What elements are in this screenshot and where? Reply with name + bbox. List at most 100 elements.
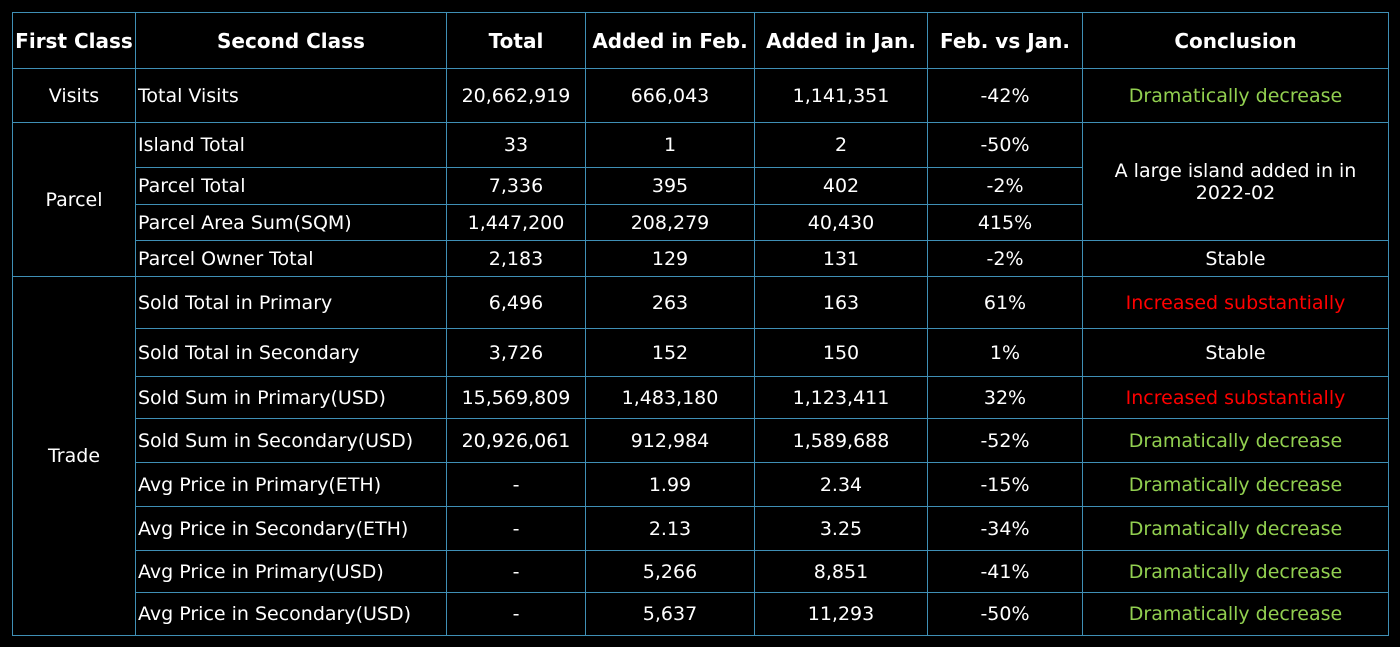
cell: Total Visits — [135, 68, 447, 123]
cell: 402 — [754, 167, 928, 205]
cell: 20,662,919 — [446, 68, 586, 123]
cell: 263 — [585, 276, 755, 329]
header-cell: First Class — [12, 12, 136, 69]
cell: - — [446, 506, 586, 551]
cell: 2.13 — [585, 506, 755, 551]
cell: 5,637 — [585, 592, 755, 636]
header-cell: Conclusion — [1082, 12, 1389, 69]
cell: - — [446, 462, 586, 507]
cell: 33 — [446, 122, 586, 168]
conclusion-cell: Dramatically decrease — [1082, 462, 1389, 507]
group-cell: Visits — [12, 68, 136, 123]
conclusion-cell: A large island added in in 2022-02 — [1082, 122, 1389, 241]
cell: 15,569,809 — [446, 376, 586, 419]
table-row: Avg Price in Primary(ETH) -1.99 2.34 -15% Dr… — [13, 462, 1389, 507]
cell: 7,336 — [446, 167, 586, 205]
cell: Sold Total in Primary — [135, 276, 447, 329]
table-row: Parcel Island Total 33 1 2 -50% A large island… — [12, 122, 1389, 277]
table-row: Sold Total in Secondary 3,726 152 150 1% Stab… — [13, 328, 1389, 377]
conclusion-cell: Dramatically decrease — [1082, 506, 1389, 551]
cell: 3,726 — [446, 328, 586, 377]
cell: 150 — [754, 328, 928, 377]
cell: Parcel Area Sum(SQM) — [135, 204, 447, 241]
group-cell: Parcel — [12, 122, 136, 277]
cell: 32% — [927, 376, 1083, 419]
table-row: Avg Price in Primary(USD) -5,266 8,851 -41%… — [13, 550, 1389, 593]
header-cell: Added in Jan. — [754, 12, 928, 69]
cell: -2% — [927, 167, 1083, 205]
cell: 1,589,688 — [754, 418, 928, 463]
table-row: Parcel Area Sum(SQM) 1,447,200 208,279 40,4… — [13, 204, 1389, 241]
cell: -50% — [927, 122, 1083, 168]
table-row: Visits Total Visits 20,662,919 666,043 1,141… — [12, 68, 1389, 123]
cell: 666,043 — [585, 68, 755, 123]
conclusion-cell: Stable — [1082, 328, 1389, 377]
header-cell: Added in Feb. — [585, 12, 755, 69]
cell: 2.34 — [754, 462, 928, 507]
conclusion-cell: Increased substantially — [1082, 376, 1389, 419]
cell: -52% — [927, 418, 1083, 463]
cell: 2,183 — [446, 240, 586, 277]
cell: 415% — [927, 204, 1083, 241]
cell: -2% — [927, 240, 1083, 277]
conclusion-cell: Dramatically decrease — [1082, 418, 1389, 463]
cell: 2 — [754, 122, 928, 168]
table-row: Avg Price in Secondary(USD) -5,637 11,293-… — [13, 592, 1389, 636]
cell: 1,141,351 — [754, 68, 928, 123]
cell: 8,851 — [754, 550, 928, 593]
cell: Sold Total in Secondary — [135, 328, 447, 377]
cell: Sold Sum in Secondary(USD) — [135, 418, 447, 463]
cell: Parcel Total — [135, 167, 447, 205]
cell: 1,123,411 — [754, 376, 928, 419]
cell: -15% — [927, 462, 1083, 507]
cell: 395 — [585, 167, 755, 205]
header-row: First Class Second Class Total Added in Feb… — [12, 12, 1389, 69]
cell: Avg Price in Primary(USD) — [135, 550, 447, 593]
cell: Parcel Owner Total — [135, 240, 447, 277]
table-header: First Class Second Class Total Added in Feb… — [12, 12, 1389, 69]
table-row: Avg Price in Secondary(ETH) -2.13 3.25 -34%… — [13, 506, 1389, 551]
table-row: Sold Sum in Primary(USD) 15,569,809 1,483,… — [13, 376, 1389, 419]
cell: 152 — [585, 328, 755, 377]
cell: Sold Sum in Primary(USD) — [135, 376, 447, 419]
cell: 1 — [585, 122, 755, 168]
cell: 1.99 — [585, 462, 755, 507]
cell: 61% — [927, 276, 1083, 329]
data-table: First Class Second Class Total Added in Feb… — [12, 12, 1389, 636]
cell: 5,266 — [585, 550, 755, 593]
header-cell: Total — [446, 12, 586, 69]
cell: Island Total — [135, 122, 447, 168]
cell: 129 — [585, 240, 755, 277]
cell: 11,293 — [754, 592, 928, 636]
conclusion-cell: Dramatically decrease — [1082, 68, 1389, 123]
cell: 1,447,200 — [446, 204, 586, 241]
table-row: Sold Sum in Secondary(USD) 20,926,061 912,… — [13, 418, 1389, 463]
cell: -42% — [927, 68, 1083, 123]
conclusion-cell: Dramatically decrease — [1082, 592, 1389, 636]
conclusion-cell: Increased substantially — [1082, 276, 1389, 329]
cell: 20,926,061 — [446, 418, 586, 463]
cell: 1,483,180 — [585, 376, 755, 419]
conclusion-cell: Dramatically decrease — [1082, 550, 1389, 593]
cell: Avg Price in Secondary(USD) — [135, 592, 447, 636]
table-body: Visits Total Visits 20,662,919 666,043 1,141… — [12, 68, 1389, 636]
cell: 1% — [927, 328, 1083, 377]
cell: -41% — [927, 550, 1083, 593]
cell: 208,279 — [585, 204, 755, 241]
cell: 163 — [754, 276, 928, 329]
cell: 912,984 — [585, 418, 755, 463]
cell: Avg Price in Secondary(ETH) — [135, 506, 447, 551]
group-cell: Trade — [12, 276, 136, 636]
table-row: Parcel Owner Total 2,183 129 131 -2% Stable — [13, 240, 1389, 277]
cell: 3.25 — [754, 506, 928, 551]
table-row: Trade Sold Total in Primary 6,496 263 163 61%… — [12, 276, 1389, 636]
conclusion-cell: Stable — [1082, 240, 1389, 277]
cell: -34% — [927, 506, 1083, 551]
cell: 131 — [754, 240, 928, 277]
cell: -50% — [927, 592, 1083, 636]
cell: 6,496 — [446, 276, 586, 329]
cell: 40,430 — [754, 204, 928, 241]
cell: - — [446, 550, 586, 593]
header-cell: Second Class — [135, 12, 447, 69]
